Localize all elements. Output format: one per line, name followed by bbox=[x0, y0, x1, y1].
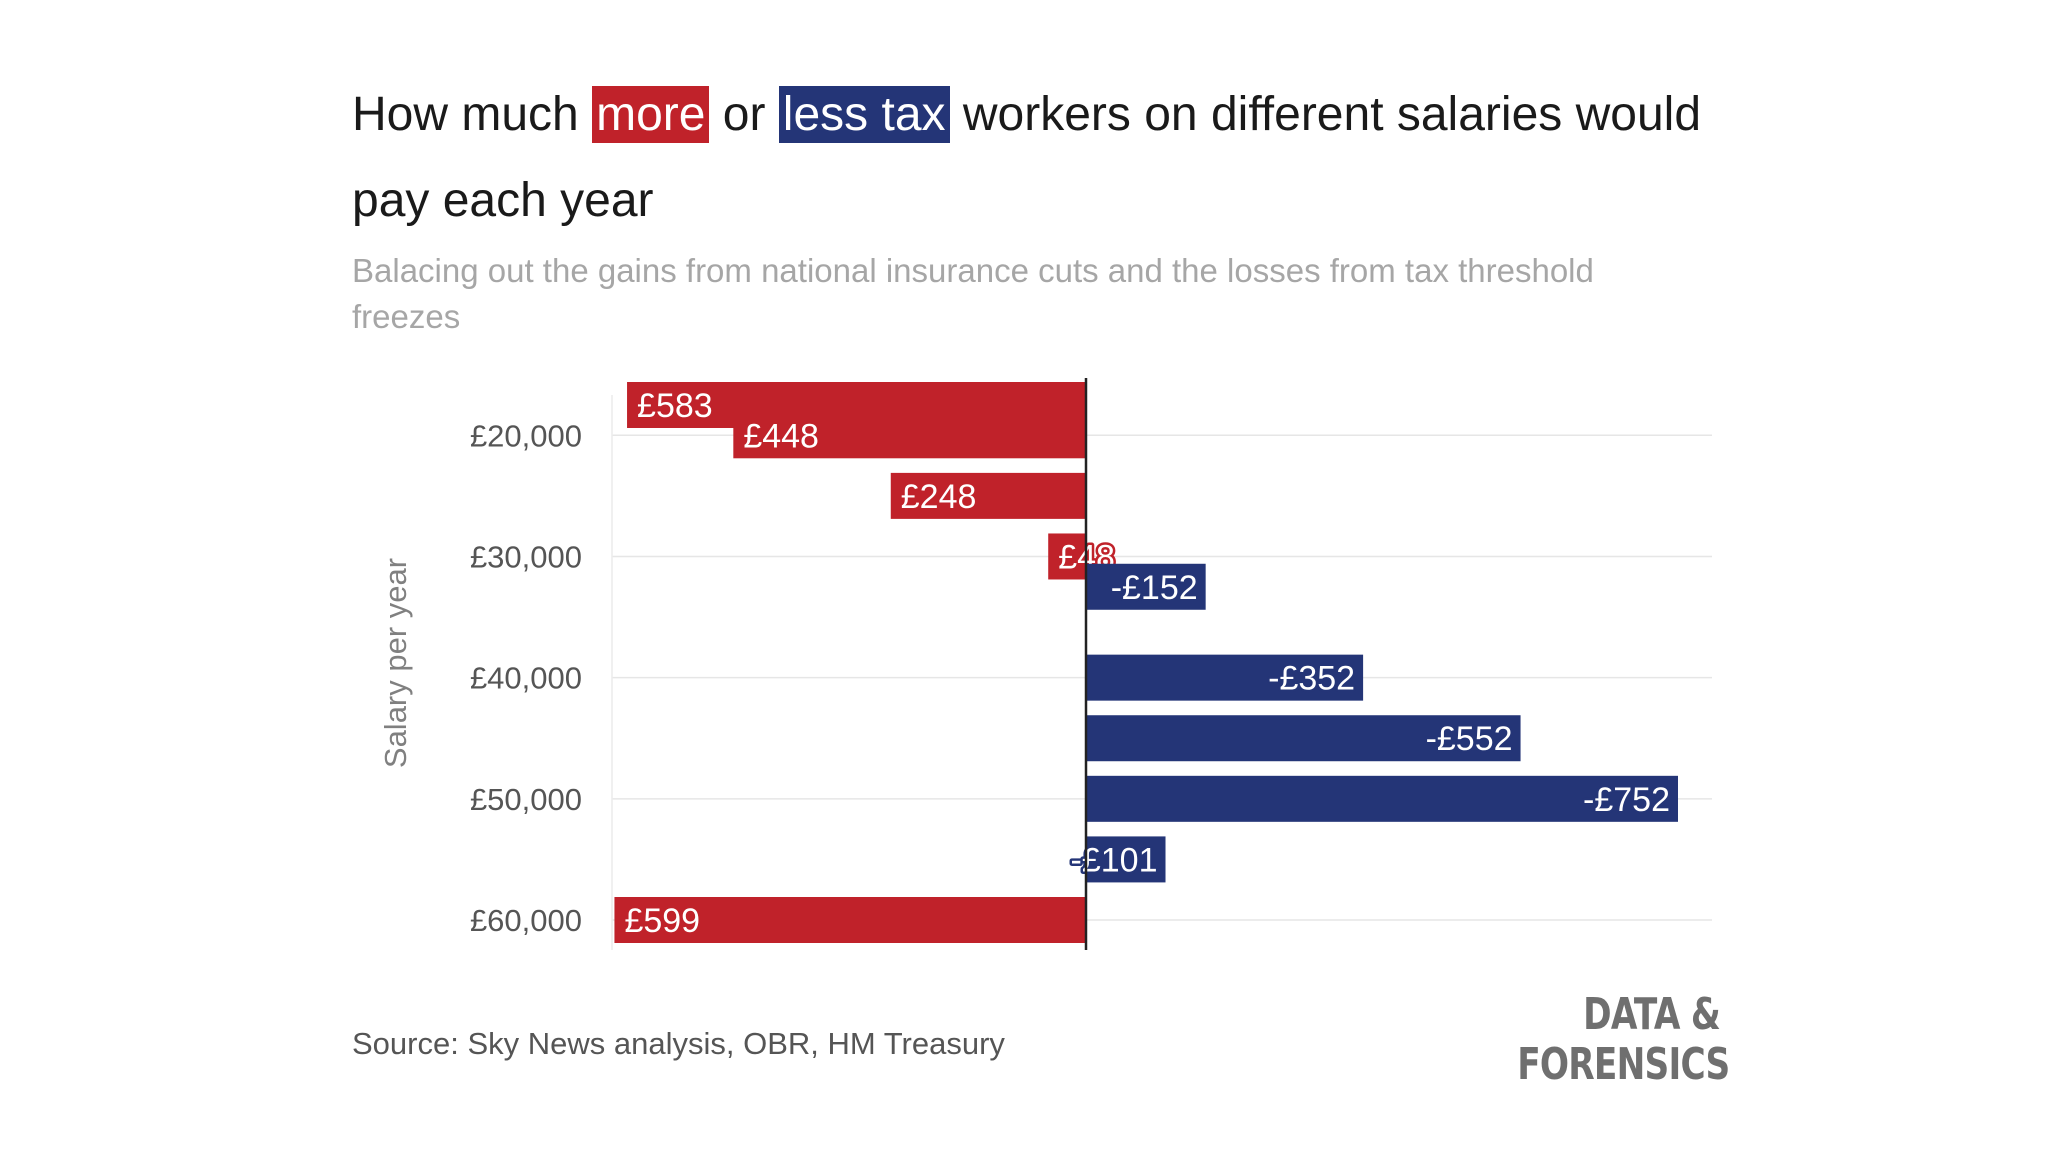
bar bbox=[1086, 836, 1166, 883]
bar bbox=[1086, 715, 1521, 762]
bar-value-label: £448 bbox=[743, 417, 819, 455]
title-more-highlight: more bbox=[592, 86, 710, 143]
bar bbox=[614, 897, 1086, 943]
bar-value-label: -£552 bbox=[1426, 720, 1513, 758]
bar bbox=[1086, 654, 1364, 701]
bar bbox=[733, 412, 1086, 459]
bar-value-label: £583 bbox=[637, 387, 713, 425]
bar-value-label: -£101 bbox=[1071, 841, 1158, 879]
bar-value-label: -£152 bbox=[1111, 569, 1198, 607]
title-less-tax-highlight: less tax bbox=[778, 86, 950, 143]
bar-value-label: -£352 bbox=[1268, 660, 1355, 698]
title-prefix: How much bbox=[352, 88, 593, 141]
title-suffix: workers on different salaries would pay … bbox=[352, 88, 1702, 227]
source-note: Source: Sky News analysis, OBR, HM Treas… bbox=[352, 1026, 1005, 1061]
y-tick-label: £60,000 bbox=[470, 903, 582, 938]
chart-title: How much more or less tax workers on dif… bbox=[352, 72, 1732, 244]
bar-value-label: -£752 bbox=[1583, 781, 1670, 819]
y-tick-label: £50,000 bbox=[470, 782, 582, 817]
brand-line-1: DATA & bbox=[1583, 989, 1721, 1040]
bar bbox=[890, 472, 1086, 519]
title-middle: or bbox=[709, 88, 779, 141]
bar-value-label: £248 bbox=[901, 478, 977, 516]
chart-subtitle: Balacing out the gains from national ins… bbox=[352, 252, 1594, 335]
y-tick-label: £30,000 bbox=[470, 539, 582, 574]
y-axis-title: Salary per year bbox=[378, 558, 413, 768]
y-tick-label: £20,000 bbox=[470, 418, 582, 453]
brand-line-2: FORENSICS bbox=[1517, 1039, 1730, 1090]
bar bbox=[1086, 563, 1206, 610]
bar bbox=[1048, 533, 1086, 580]
bar-value-label: £599 bbox=[624, 902, 700, 940]
y-tick-label: £40,000 bbox=[470, 661, 582, 696]
data-forensics-logo: DATA & FORENSICS bbox=[1517, 989, 1730, 1090]
bar bbox=[1086, 775, 1678, 822]
